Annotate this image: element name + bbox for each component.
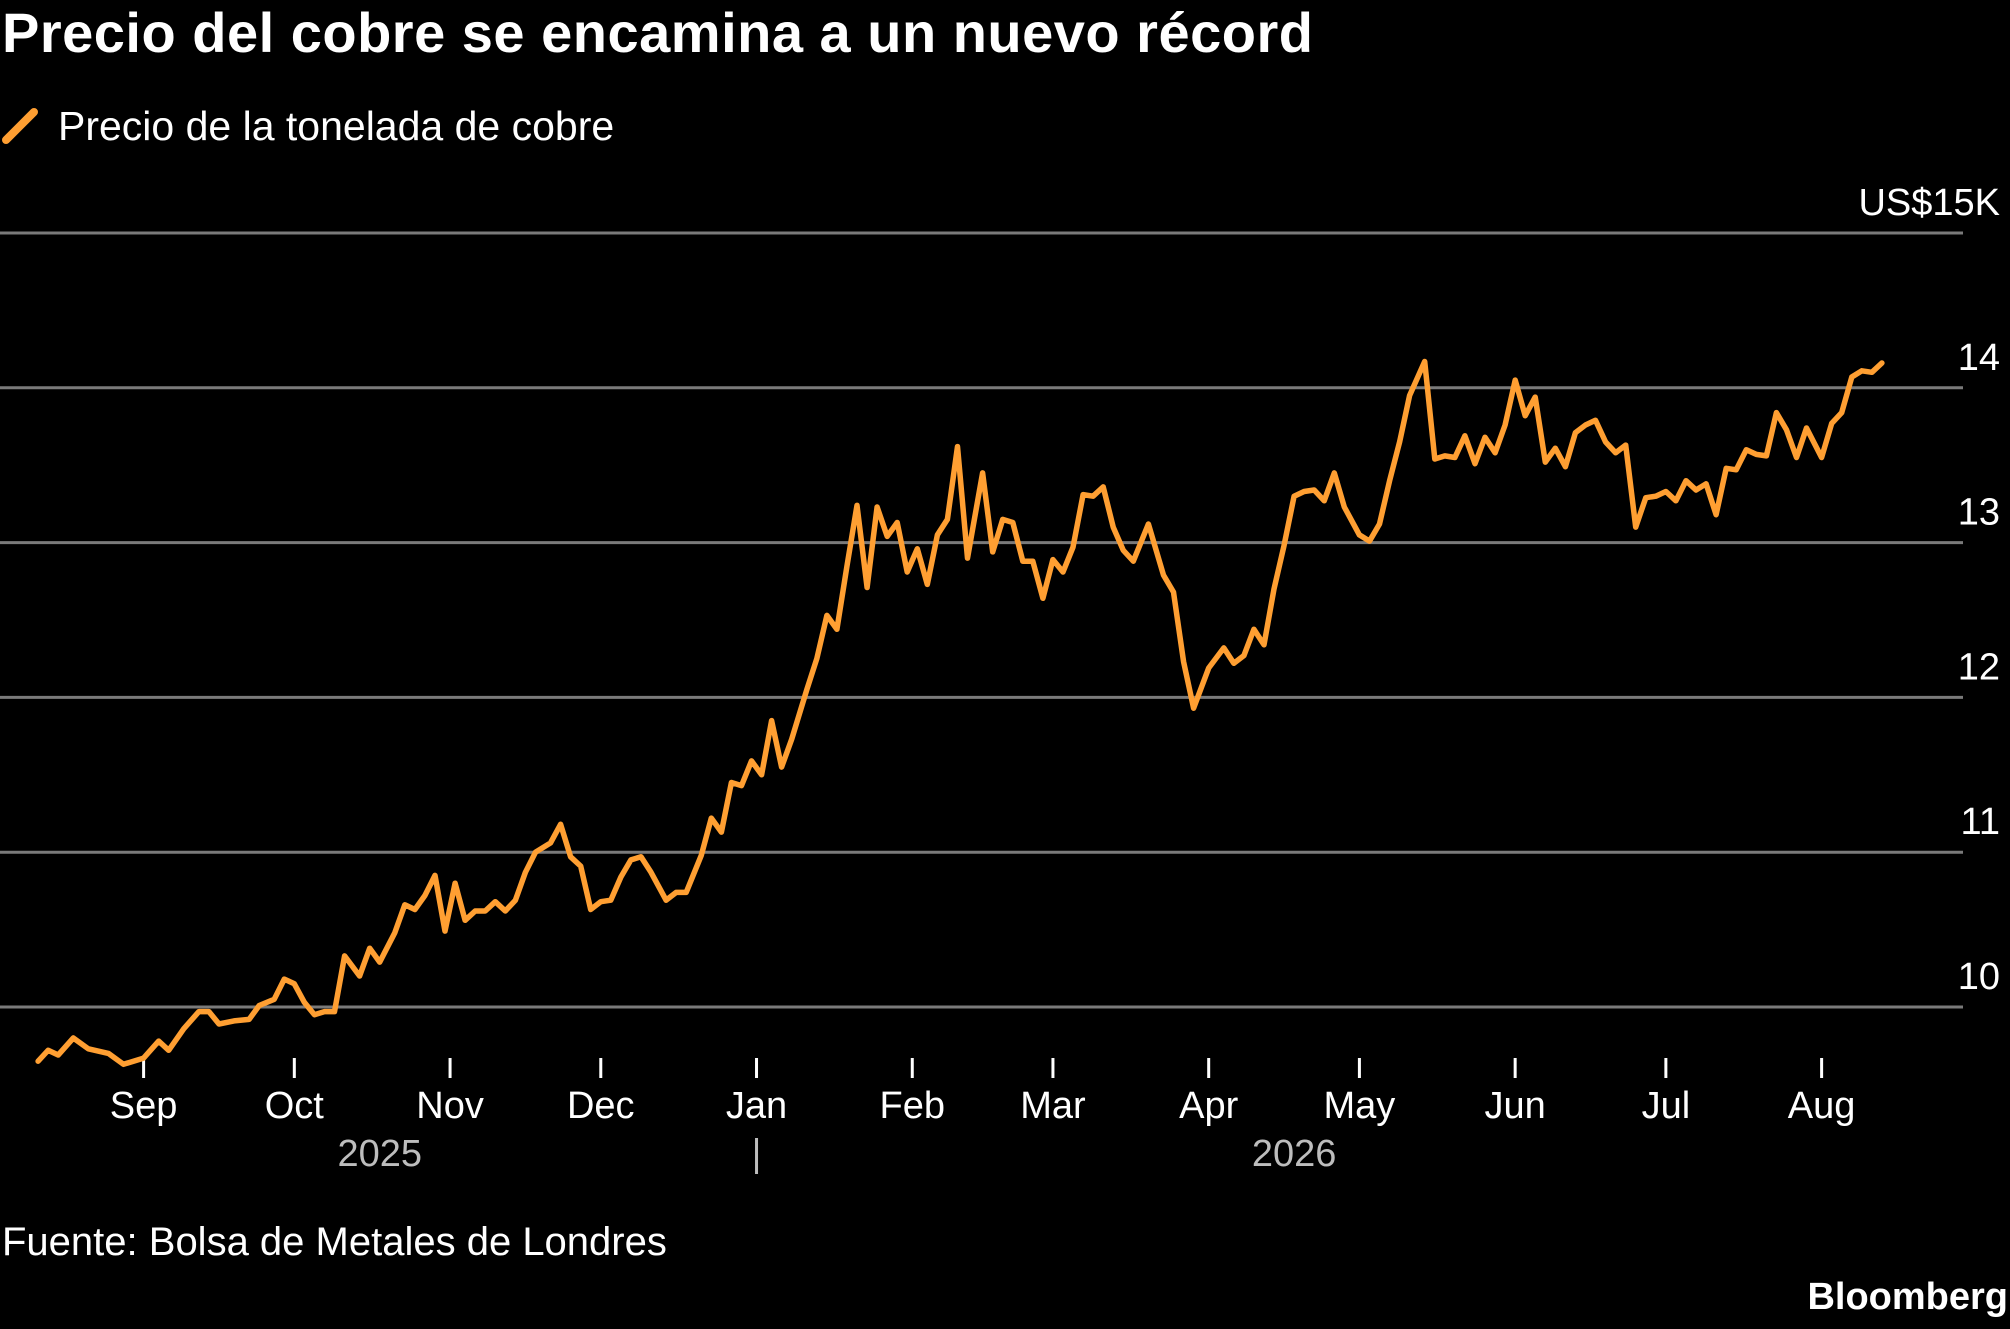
chart-title: Precio del cobre se encamina a un nuevo … xyxy=(2,1,1314,64)
series-layer xyxy=(35,358,1885,1068)
legend-label: Precio de la tonelada de cobre xyxy=(58,102,615,149)
y-tick-label-10: 10 xyxy=(1958,956,2000,998)
x-tick-label-jun: Jun xyxy=(1485,1085,1546,1127)
series-line-copper-price xyxy=(35,358,1885,1068)
x-tick-label-may: May xyxy=(1324,1085,1396,1127)
gridlines xyxy=(0,231,1963,1009)
source-note: Fuente: Bolsa de Metales de Londres xyxy=(2,1220,667,1264)
x-tick-label-jan: Jan xyxy=(726,1085,787,1127)
legend-swatch-icon xyxy=(2,108,38,144)
year-label-2025: 2025 xyxy=(337,1133,422,1175)
x-tick-label-aug: Aug xyxy=(1788,1085,1856,1127)
y-tick-label-13: 13 xyxy=(1958,492,2000,534)
x-tick-label-dec: Dec xyxy=(567,1085,635,1127)
x-tick-label-jul: Jul xyxy=(1642,1085,1691,1127)
x-axis: Sep Oct Nov Dec Jan Feb Mar Apr May Jun Jul Aug 2025… xyxy=(110,1058,1856,1175)
x-tick-label-nov: Nov xyxy=(416,1085,484,1127)
y-axis: 10 11 12 13 14 US$15K xyxy=(1858,182,2000,998)
x-tick-label-mar: Mar xyxy=(1020,1085,1086,1127)
x-tick-label-apr: Apr xyxy=(1179,1085,1238,1127)
y-tick-label-14: 14 xyxy=(1958,337,2000,379)
legend: Precio de la tonelada de cobre xyxy=(2,98,614,154)
y-tick-label-15: US$15K xyxy=(1858,182,2000,224)
x-tick-label-feb: Feb xyxy=(880,1085,945,1127)
year-label-2026: 2026 xyxy=(1252,1133,1337,1175)
y-tick-label-11: 11 xyxy=(1961,801,2000,843)
y-tick-label-12: 12 xyxy=(1958,646,2000,688)
brand-logo: Bloomberg xyxy=(1807,1276,2008,1318)
x-tick-label-oct: Oct xyxy=(265,1085,325,1127)
x-tick-label-sep: Sep xyxy=(110,1085,178,1127)
